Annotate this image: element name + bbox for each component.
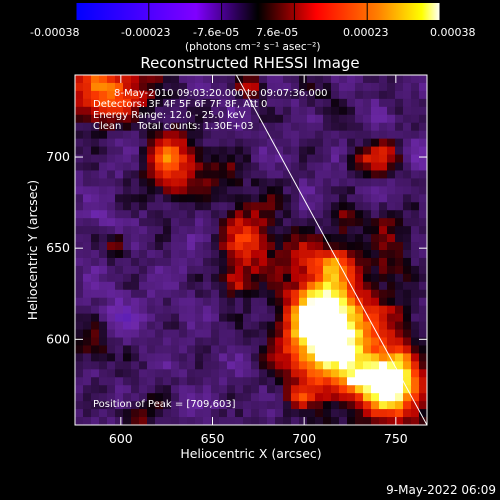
y-tick-label-650: 650 <box>46 240 70 255</box>
y-tick-label-700: 700 <box>46 149 70 164</box>
annotation-clean-counts: Clean Total counts: 1.30E+03 <box>93 121 253 132</box>
colorbar-tick-label-5: 0.00038 <box>430 26 476 39</box>
plot-frame <box>74 74 428 426</box>
chart-title: Reconstructed RHESSI Image <box>140 54 359 72</box>
annotation-energy-range: Energy Range: 12.0 - 25.0 keV <box>93 110 246 121</box>
colorbar-tick-label-2: -7.6e-05 <box>193 26 239 39</box>
colorbar-tick-label-3: 7.6e-05 <box>256 26 298 39</box>
colorbar-unit-label: (photons cm⁻² s⁻¹ asec⁻²) <box>185 41 320 53</box>
x-tick-label-700: 700 <box>292 431 316 446</box>
annotation-detectors: Detectors: 3F 4F 5F 6F 7F 8F, Att 0 <box>93 99 267 110</box>
colorbar-tick-label-0: -0.00038 <box>30 26 79 39</box>
heatmap-image <box>75 75 427 425</box>
x-tick-label-600: 600 <box>109 431 133 446</box>
colorbar-tick-label-1: -0.00023 <box>121 26 170 39</box>
annotation-time-range: 8-May-2010 09:03:20.000 to 09:07:36.000 <box>114 88 327 99</box>
solar-limb-line <box>235 75 427 425</box>
x-tick-label-750: 750 <box>384 431 408 446</box>
peak-position-label: Position of Peak = [709,603] <box>93 399 236 410</box>
x-axis-label: Heliocentric X (arcsec) <box>180 446 321 461</box>
y-tick-label-600: 600 <box>46 331 70 346</box>
colorbar-tick-label-4: 0.00023 <box>343 26 389 39</box>
y-axis-label: Heliocentric Y (arcsec) <box>25 180 40 320</box>
x-tick-label-650: 650 <box>201 431 225 446</box>
footer-date: 9-May-2022 06:09 <box>386 483 496 497</box>
colorbar-ticks <box>75 3 441 20</box>
colorbar <box>76 3 440 20</box>
axes: 600 650 700 750 600 650 700 <box>46 75 427 446</box>
